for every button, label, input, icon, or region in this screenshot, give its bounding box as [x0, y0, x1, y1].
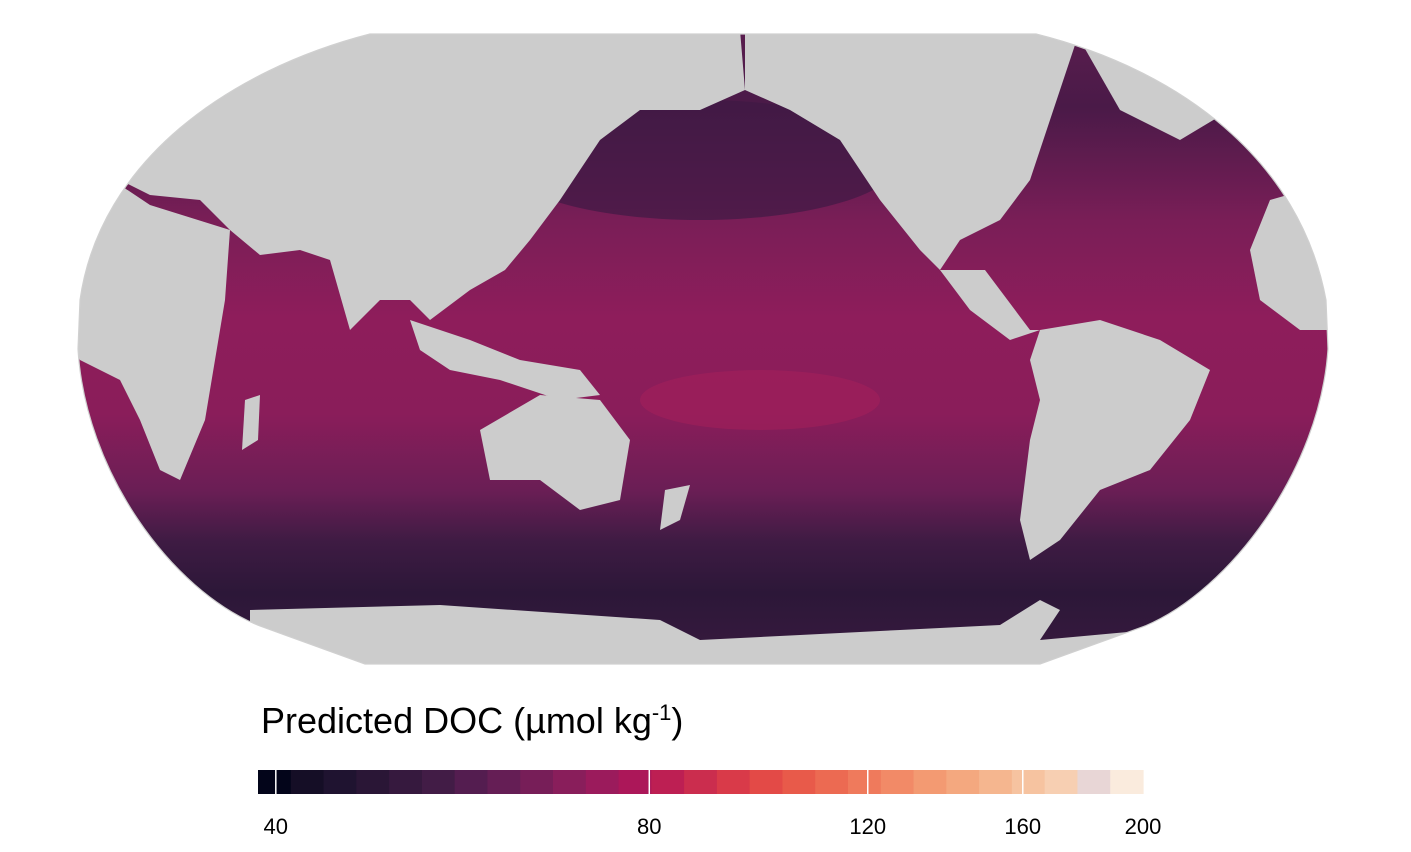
- world-map: [77, 33, 1329, 665]
- antarctica: [250, 600, 1150, 664]
- eurasia: [78, 34, 745, 330]
- colorbar-swatch: [749, 770, 784, 794]
- colorbar-swatch: [389, 770, 423, 794]
- colorbar-swatch: [979, 770, 1013, 794]
- colorbar-swatch: [1077, 770, 1111, 794]
- land: [78, 34, 1328, 664]
- colorbar-swatch: [356, 770, 390, 794]
- colorbar: [258, 770, 1144, 794]
- colorbar-swatch: [684, 770, 718, 794]
- colorbar-swatch: [651, 770, 685, 794]
- colorbar-swatch: [913, 770, 947, 794]
- colorbar-swatch: [520, 770, 554, 794]
- north-america: [745, 34, 1080, 270]
- colorbar-swatch: [815, 770, 849, 794]
- indonesia: [410, 320, 600, 400]
- south-america: [1020, 320, 1210, 560]
- madagascar: [242, 395, 260, 450]
- colorbar-swatch: [782, 770, 816, 794]
- colorbar-tick-label: 40: [263, 814, 289, 839]
- colorbar-tick-label: 200: [1124, 814, 1162, 839]
- central-america: [940, 270, 1040, 340]
- colorbar-swatch: [618, 770, 652, 794]
- colorbar-swatch: [946, 770, 980, 794]
- equatorial-high-doc: [640, 370, 880, 430]
- africa-west: [78, 160, 230, 480]
- legend-title: Predicted DOC (µmol kg-1): [261, 700, 684, 741]
- colorbar-swatch: [258, 770, 292, 794]
- colorbar-swatch: [421, 770, 456, 794]
- colorbar-swatch: [487, 770, 521, 794]
- colorbar-swatch: [716, 770, 751, 794]
- colorbar-swatch: [454, 770, 489, 794]
- colorbar-swatch: [1011, 770, 1046, 794]
- colorbar-swatch: [848, 770, 882, 794]
- colorbar-tick-label: 80: [637, 814, 662, 839]
- colorbar-tick-label: 120: [849, 814, 887, 839]
- colorbar-swatch: [1110, 770, 1144, 794]
- colorbar-swatch: [1044, 770, 1079, 794]
- colorbar-swatch: [880, 770, 915, 794]
- colorbar-swatch: [290, 770, 325, 794]
- new-zealand: [660, 485, 690, 530]
- colorbar-swatch: [323, 770, 357, 794]
- colorbar-tick-label: 160: [1004, 814, 1042, 839]
- colorbar-swatch: [553, 770, 587, 794]
- australia: [480, 395, 630, 510]
- colorbar-swatch: [585, 770, 620, 794]
